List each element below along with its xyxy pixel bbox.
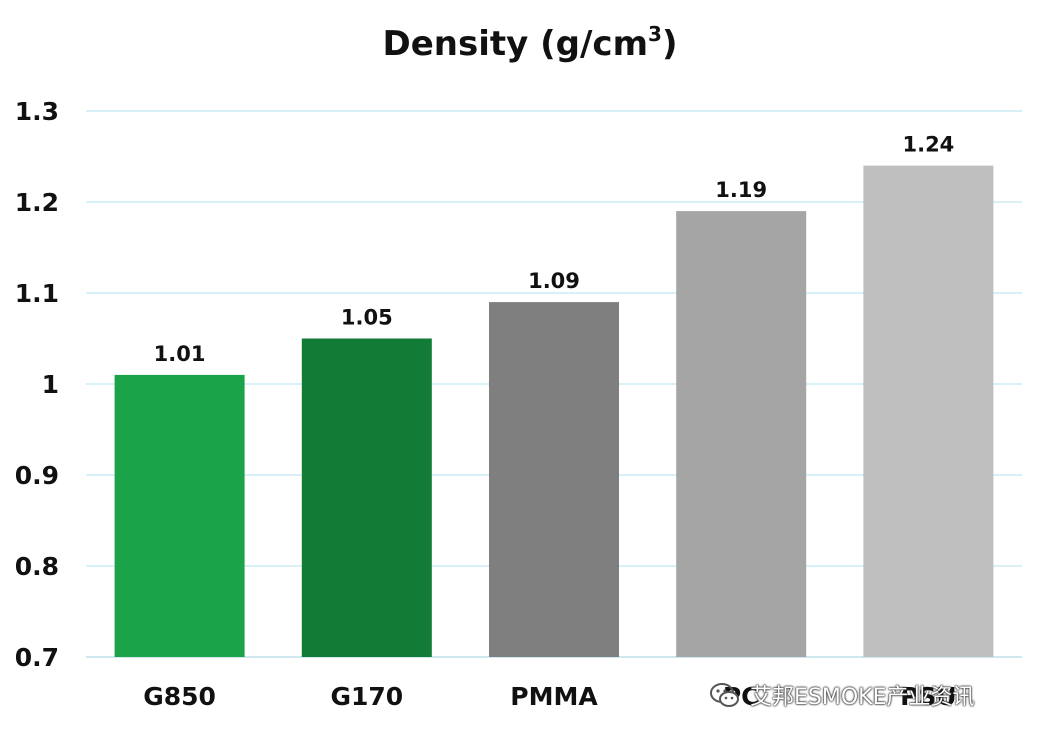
y-tick-label: 1 [42, 370, 59, 399]
bar-psu [863, 165, 994, 657]
watermark: 艾邦ESMOKE产业资讯 [708, 675, 975, 715]
y-tick-label: 0.7 [15, 643, 59, 672]
x-tick-label: PSU [900, 682, 957, 711]
bar-value-label: 1.24 [902, 133, 954, 157]
bar-g170 [301, 338, 432, 657]
bar-value-label: 1.05 [341, 306, 393, 330]
x-tick-label: PMMA [510, 682, 598, 711]
bar-g850 [114, 374, 245, 657]
bar-value-label: 1.19 [715, 178, 767, 202]
bar-pmma [489, 302, 619, 657]
chart-title: Density (g/cm3) [383, 22, 678, 64]
bar-value-label: 1.01 [154, 342, 206, 366]
y-axis-ticks: 1.3 1.2 1.1 1 0.9 0.8 0.7 [15, 97, 59, 672]
wechat-icon [710, 683, 739, 707]
bar-pc [676, 211, 807, 657]
watermark-text: 艾邦ESMOKE产业资讯 [750, 685, 975, 710]
x-tick-label: G850 [143, 682, 216, 711]
x-tick-label: G170 [330, 682, 403, 711]
y-tick-label: 1.3 [15, 97, 59, 126]
y-tick-label: 0.9 [15, 461, 59, 490]
x-axis-ticks: G850 G170 PMMA PC PSU [143, 682, 956, 711]
y-tick-label: 1.2 [15, 188, 59, 217]
y-tick-label: 1.1 [15, 279, 59, 308]
bar-value-labels: 1.01 1.05 1.09 1.19 1.24 [154, 133, 955, 366]
bars [114, 165, 994, 657]
bar-value-label: 1.09 [528, 269, 580, 293]
y-tick-label: 0.8 [15, 552, 59, 581]
